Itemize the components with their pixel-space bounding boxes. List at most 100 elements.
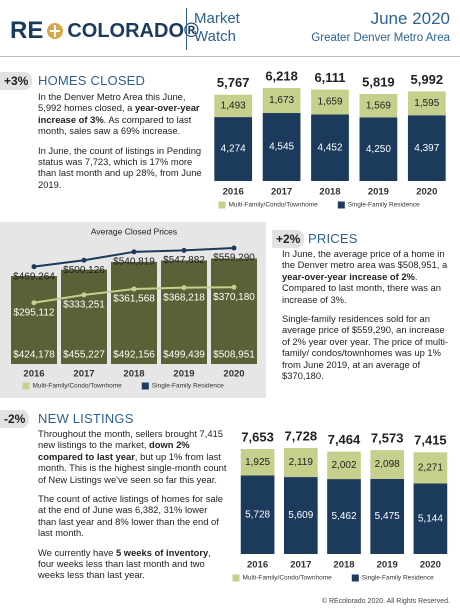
bar-segment xyxy=(359,93,398,118)
product-name: Market Watch xyxy=(194,10,240,46)
bar-segment xyxy=(413,452,448,484)
data-label: $547,882 xyxy=(163,255,205,266)
bar xyxy=(161,260,207,364)
data-label: 2,002 xyxy=(331,460,356,471)
x-tick-label: 2020 xyxy=(223,369,244,380)
data-label: 5,728 xyxy=(245,509,270,520)
data-label: $469,264 xyxy=(13,271,55,282)
total-label: 7,573 xyxy=(371,431,404,446)
bar-segment xyxy=(413,483,448,554)
x-tick-label: 2019 xyxy=(368,187,389,198)
bar xyxy=(211,258,257,364)
data-label: 1,569 xyxy=(366,100,391,111)
total-label: 5,992 xyxy=(411,72,444,87)
data-label: 1,673 xyxy=(269,95,294,106)
legend-swatch xyxy=(22,382,30,390)
legend-swatch xyxy=(218,201,226,209)
chart: 5,728 1,925 7,653 2016 5,609 2,119 7,728 2017 5,… xyxy=(232,428,448,582)
header-rule xyxy=(0,56,460,57)
data-label: $424,178 xyxy=(13,350,55,361)
data-label: $559,290 xyxy=(213,253,255,264)
line-marker xyxy=(131,249,137,255)
total-label: 7,464 xyxy=(328,432,361,447)
text-run: , but up 1% from last month. This is the… xyxy=(38,450,227,485)
total-label: 7,728 xyxy=(285,428,318,443)
data-label: 2,271 xyxy=(418,463,443,474)
x-tick-label: 2018 xyxy=(333,560,354,571)
data-label: $540,819 xyxy=(113,256,155,267)
section-text: In the Denver Metro Area this June, 5,99… xyxy=(38,91,202,198)
bar-segment xyxy=(240,449,275,476)
product-line: Watch xyxy=(194,28,236,45)
x-tick-label: 2016 xyxy=(247,560,268,571)
logo-text: RE xyxy=(10,17,44,44)
bar-segment xyxy=(240,475,275,554)
x-tick-label: 2018 xyxy=(319,187,340,198)
logo-text: COLORADO® xyxy=(67,19,199,42)
paragraph: In June, the count of listings in Pendin… xyxy=(38,145,202,191)
total-label: 5,767 xyxy=(217,75,250,90)
data-label: 4,250 xyxy=(366,144,391,155)
legend-swatch xyxy=(351,574,359,582)
product-line: Market xyxy=(194,10,240,27)
total-label: 6,111 xyxy=(314,70,345,85)
data-label: 4,274 xyxy=(221,144,246,155)
line-marker xyxy=(31,300,37,306)
legend-label: Multi-Family/Condo/Townhome xyxy=(243,575,333,582)
bar-segment xyxy=(407,91,446,116)
paragraph: Throughout the month, sellers brought 7,… xyxy=(38,428,228,485)
data-label: 2,119 xyxy=(289,457,314,468)
legend-swatch xyxy=(232,574,240,582)
data-label: $455,227 xyxy=(63,350,105,361)
text-run: In the Denver Metro Area this June, 5,99… xyxy=(38,91,186,114)
bar-segment xyxy=(311,114,349,181)
data-label: 4,545 xyxy=(269,142,294,153)
data-label: 1,925 xyxy=(245,457,270,468)
data-label: 4,397 xyxy=(414,143,439,154)
x-tick-label: 2019 xyxy=(377,560,398,571)
legend-label: Single-Family Residence xyxy=(152,383,224,390)
data-label: 5,144 xyxy=(418,513,443,524)
chart-title: Average Closed Prices xyxy=(91,226,177,236)
report-date: June 2020 xyxy=(370,9,450,28)
text-run: 5 weeks of inventory xyxy=(115,546,209,558)
total-label: 7,415 xyxy=(414,433,447,448)
line-marker xyxy=(131,286,137,292)
data-label: $333,251 xyxy=(63,300,105,311)
data-label: 1,659 xyxy=(317,97,342,108)
legend-label: Single-Family Residence xyxy=(348,202,420,209)
bar-segment xyxy=(359,117,398,181)
section-title: NEW LISTINGS xyxy=(38,411,134,426)
bar xyxy=(11,276,57,364)
total-label: 6,218 xyxy=(265,68,298,83)
paragraph: In June, the average price of a home in … xyxy=(282,248,452,305)
change-badge: +3% xyxy=(0,72,33,90)
text-run: . As compared to last month, sales saw a… xyxy=(38,113,192,137)
bar-segment xyxy=(370,478,405,554)
x-tick-label: 2017 xyxy=(73,369,94,380)
data-label: $500,126 xyxy=(63,265,105,276)
line-marker xyxy=(231,245,237,251)
x-tick-label: 2017 xyxy=(290,560,311,571)
data-label: 5,609 xyxy=(288,510,313,521)
change-badge: -2% xyxy=(0,410,30,428)
legend-swatch xyxy=(141,382,149,390)
x-tick-label: 2020 xyxy=(420,560,441,571)
paragraph: The count of active listings of homes fo… xyxy=(38,493,228,539)
paragraph: Single-family residences sold for an ave… xyxy=(282,313,452,381)
bar-segment xyxy=(283,448,318,478)
bar-segment xyxy=(311,89,349,115)
divider xyxy=(186,8,187,50)
line-marker xyxy=(181,285,187,291)
x-tick-label: 2020 xyxy=(416,187,437,198)
data-label: 1,595 xyxy=(414,98,439,109)
legend-label: Multi-Family/Condo/Townhome xyxy=(229,202,319,209)
section-text: In June, the average price of a home in … xyxy=(282,248,452,389)
line-marker xyxy=(231,284,237,290)
data-label: 5,475 xyxy=(375,511,400,522)
total-label: 5,819 xyxy=(362,74,395,89)
text-run: In June, the count of listings in Pendin… xyxy=(38,144,202,190)
bar-segment xyxy=(327,451,361,480)
bar-segment xyxy=(370,450,405,479)
